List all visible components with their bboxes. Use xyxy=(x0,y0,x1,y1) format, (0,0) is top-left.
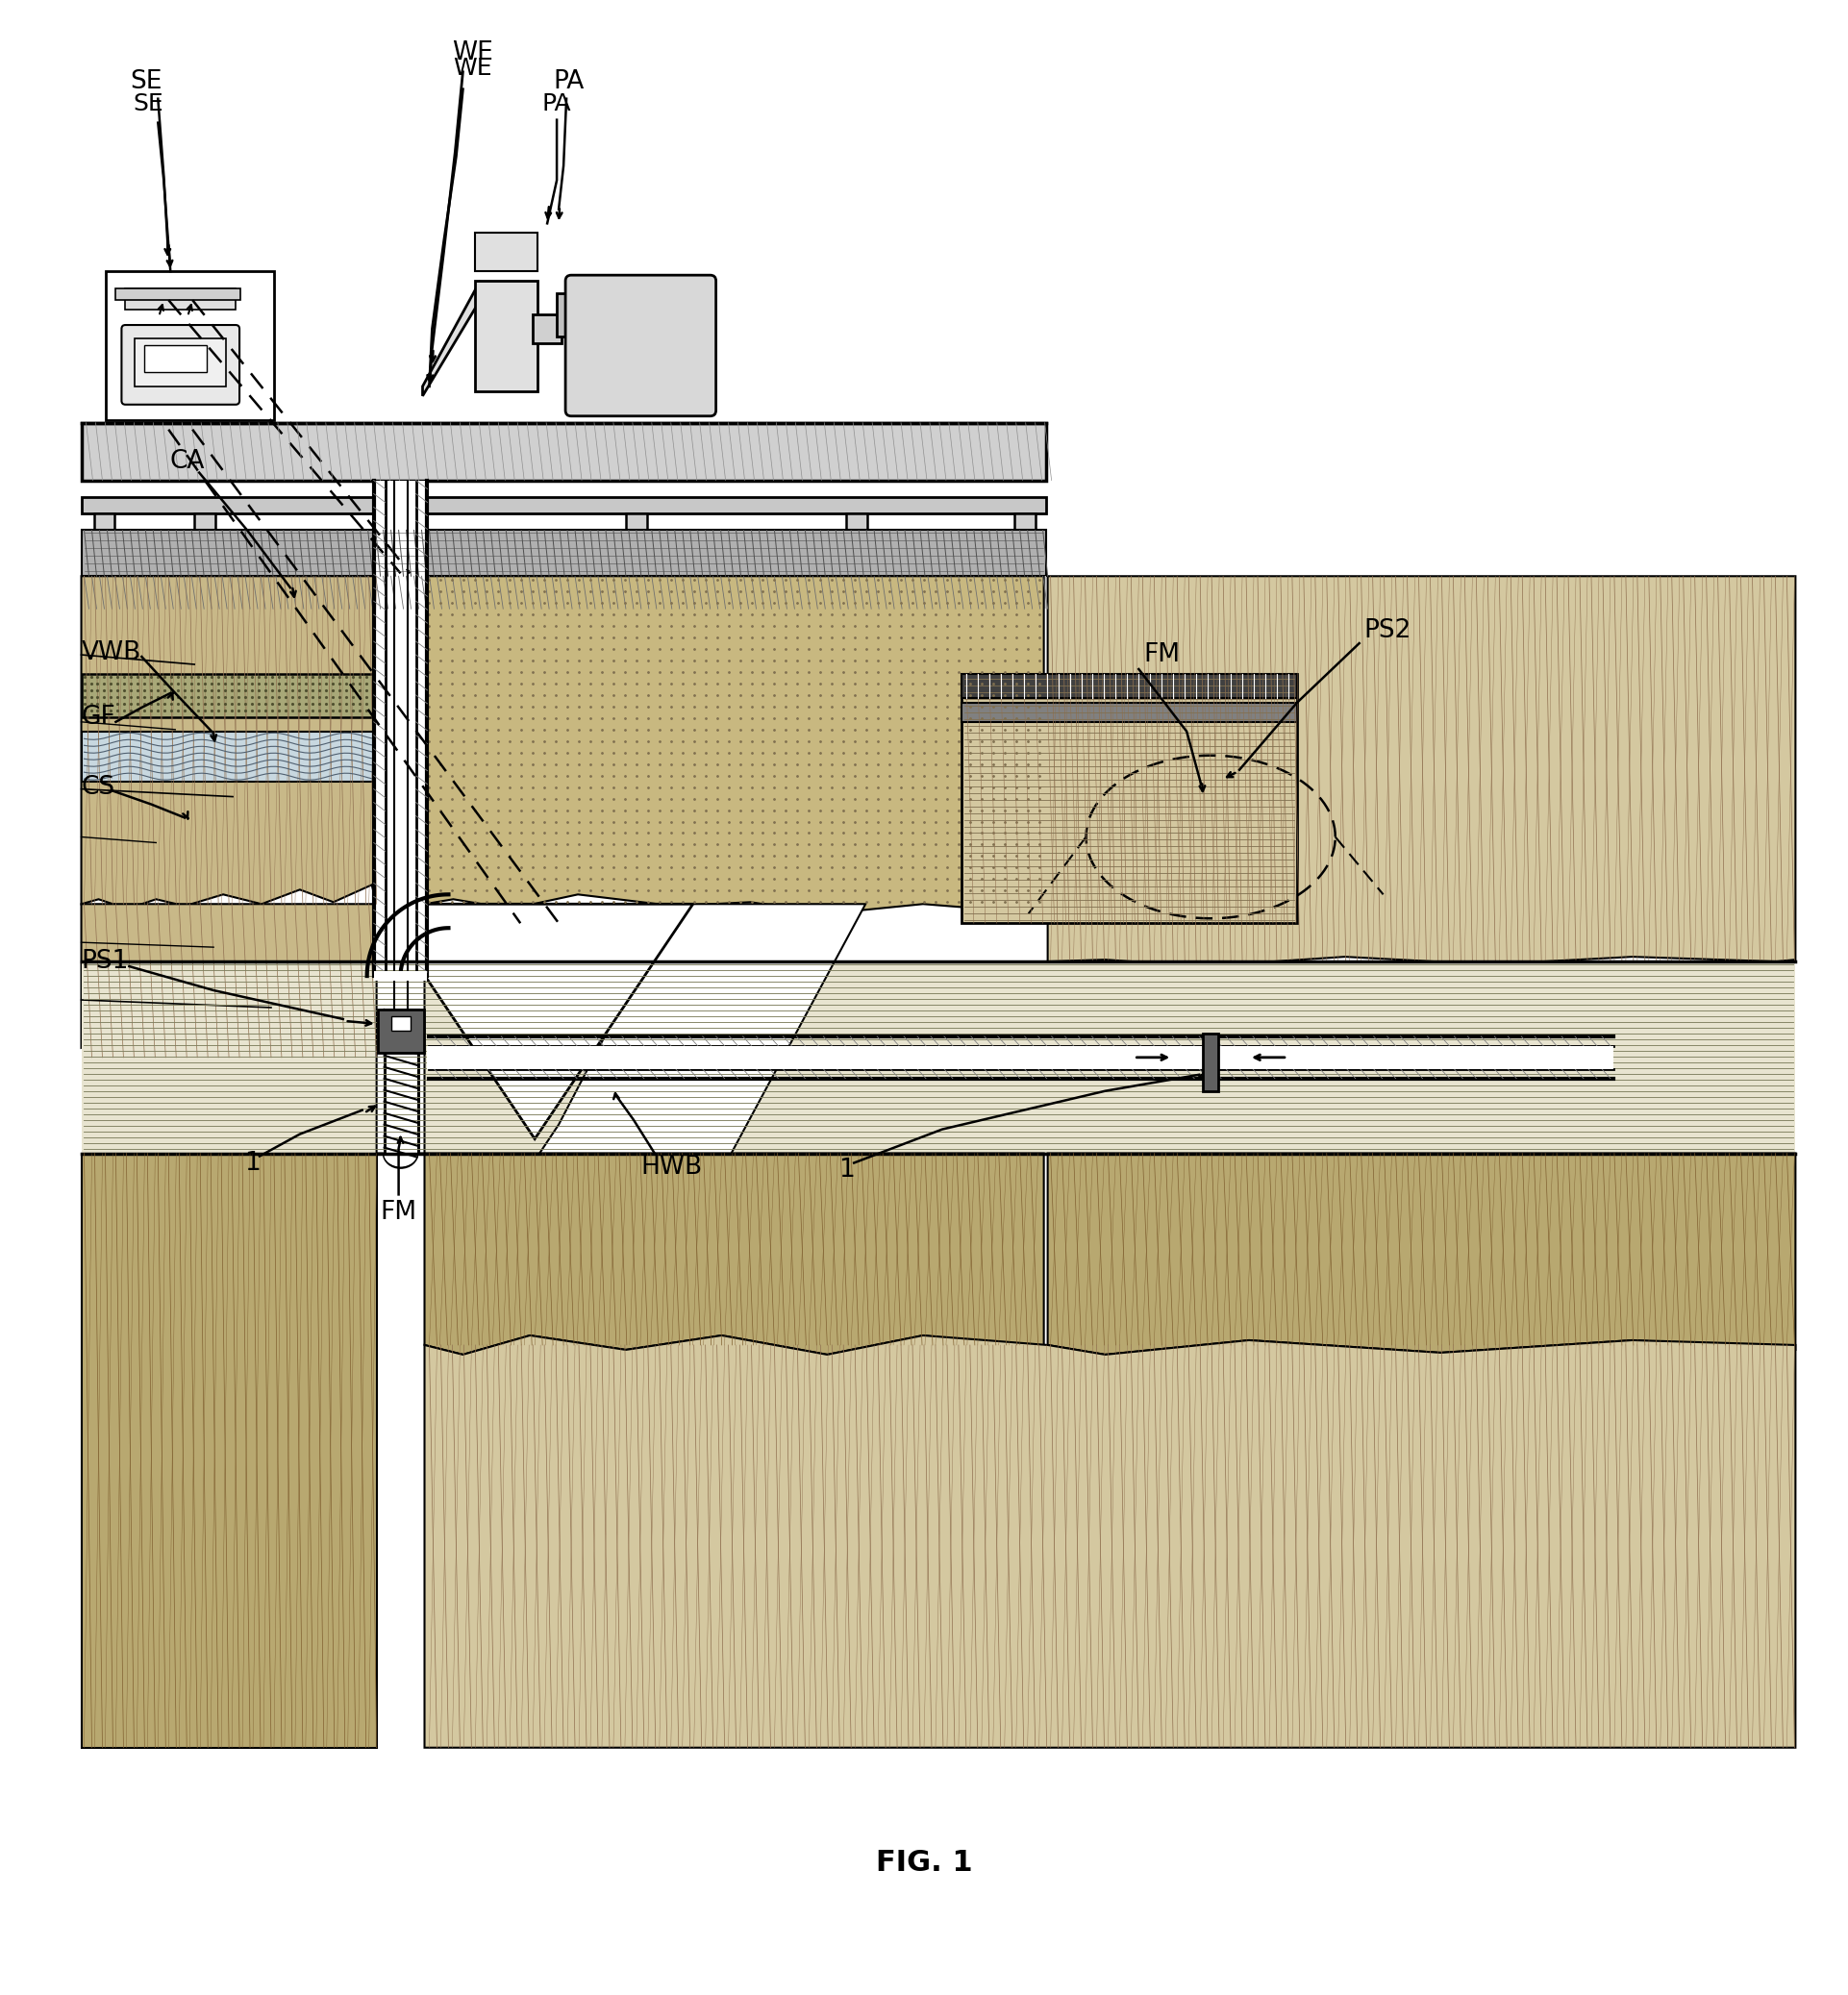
Bar xyxy=(194,515,216,563)
Bar xyxy=(81,497,1046,515)
Polygon shape xyxy=(1048,577,1796,966)
Text: WE: WE xyxy=(453,56,492,80)
Text: GF: GF xyxy=(81,704,116,730)
Polygon shape xyxy=(81,904,377,1061)
Bar xyxy=(475,281,538,391)
Polygon shape xyxy=(81,1153,377,1748)
Bar xyxy=(961,674,1297,698)
Text: VWB: VWB xyxy=(81,640,140,666)
Bar xyxy=(1015,515,1035,563)
Bar xyxy=(116,289,240,299)
Text: SE: SE xyxy=(133,92,164,116)
Text: FIG. 1: FIG. 1 xyxy=(876,1849,972,1877)
Bar xyxy=(384,1009,418,1153)
Bar xyxy=(846,515,867,563)
FancyBboxPatch shape xyxy=(122,325,240,405)
Polygon shape xyxy=(425,1335,1796,1748)
Bar xyxy=(94,515,115,563)
Bar xyxy=(556,293,575,337)
Bar xyxy=(427,1045,1613,1069)
Bar xyxy=(126,289,237,309)
Bar xyxy=(532,315,562,343)
Bar xyxy=(961,702,1297,722)
Bar xyxy=(81,423,1046,481)
Text: 1: 1 xyxy=(839,1157,854,1183)
Polygon shape xyxy=(425,577,1044,914)
Text: WE: WE xyxy=(453,40,493,66)
Text: CS: CS xyxy=(81,774,115,800)
Bar xyxy=(961,674,1297,924)
Text: FM: FM xyxy=(381,1201,418,1225)
Polygon shape xyxy=(377,904,865,1153)
Bar xyxy=(135,339,225,387)
Bar xyxy=(105,271,274,419)
FancyBboxPatch shape xyxy=(565,275,715,417)
Text: FM: FM xyxy=(1144,642,1181,666)
Bar xyxy=(373,972,427,982)
Text: CA: CA xyxy=(170,449,205,473)
Bar xyxy=(626,515,647,563)
Text: 1: 1 xyxy=(244,1151,261,1175)
Bar xyxy=(392,1015,410,1031)
Polygon shape xyxy=(81,674,377,716)
Polygon shape xyxy=(423,281,480,395)
Text: PA: PA xyxy=(553,70,584,94)
Text: PS2: PS2 xyxy=(1364,618,1412,642)
Bar xyxy=(81,577,1046,608)
Text: PA: PA xyxy=(541,92,571,116)
Bar xyxy=(475,233,538,271)
Bar xyxy=(144,345,207,371)
Polygon shape xyxy=(377,904,693,1139)
Text: SE: SE xyxy=(131,70,163,94)
Ellipse shape xyxy=(384,1139,418,1167)
Bar xyxy=(373,481,427,976)
Bar xyxy=(1203,1033,1218,1091)
Polygon shape xyxy=(425,1153,1044,1355)
Polygon shape xyxy=(81,577,377,910)
Bar xyxy=(377,1009,423,1053)
Bar xyxy=(384,1009,418,1153)
Bar xyxy=(81,531,1046,577)
Bar xyxy=(81,962,1796,1153)
Text: PS1: PS1 xyxy=(81,950,129,974)
Bar xyxy=(377,515,397,563)
Polygon shape xyxy=(1048,1153,1796,1355)
Text: HWB: HWB xyxy=(641,1155,702,1181)
Polygon shape xyxy=(81,732,377,782)
